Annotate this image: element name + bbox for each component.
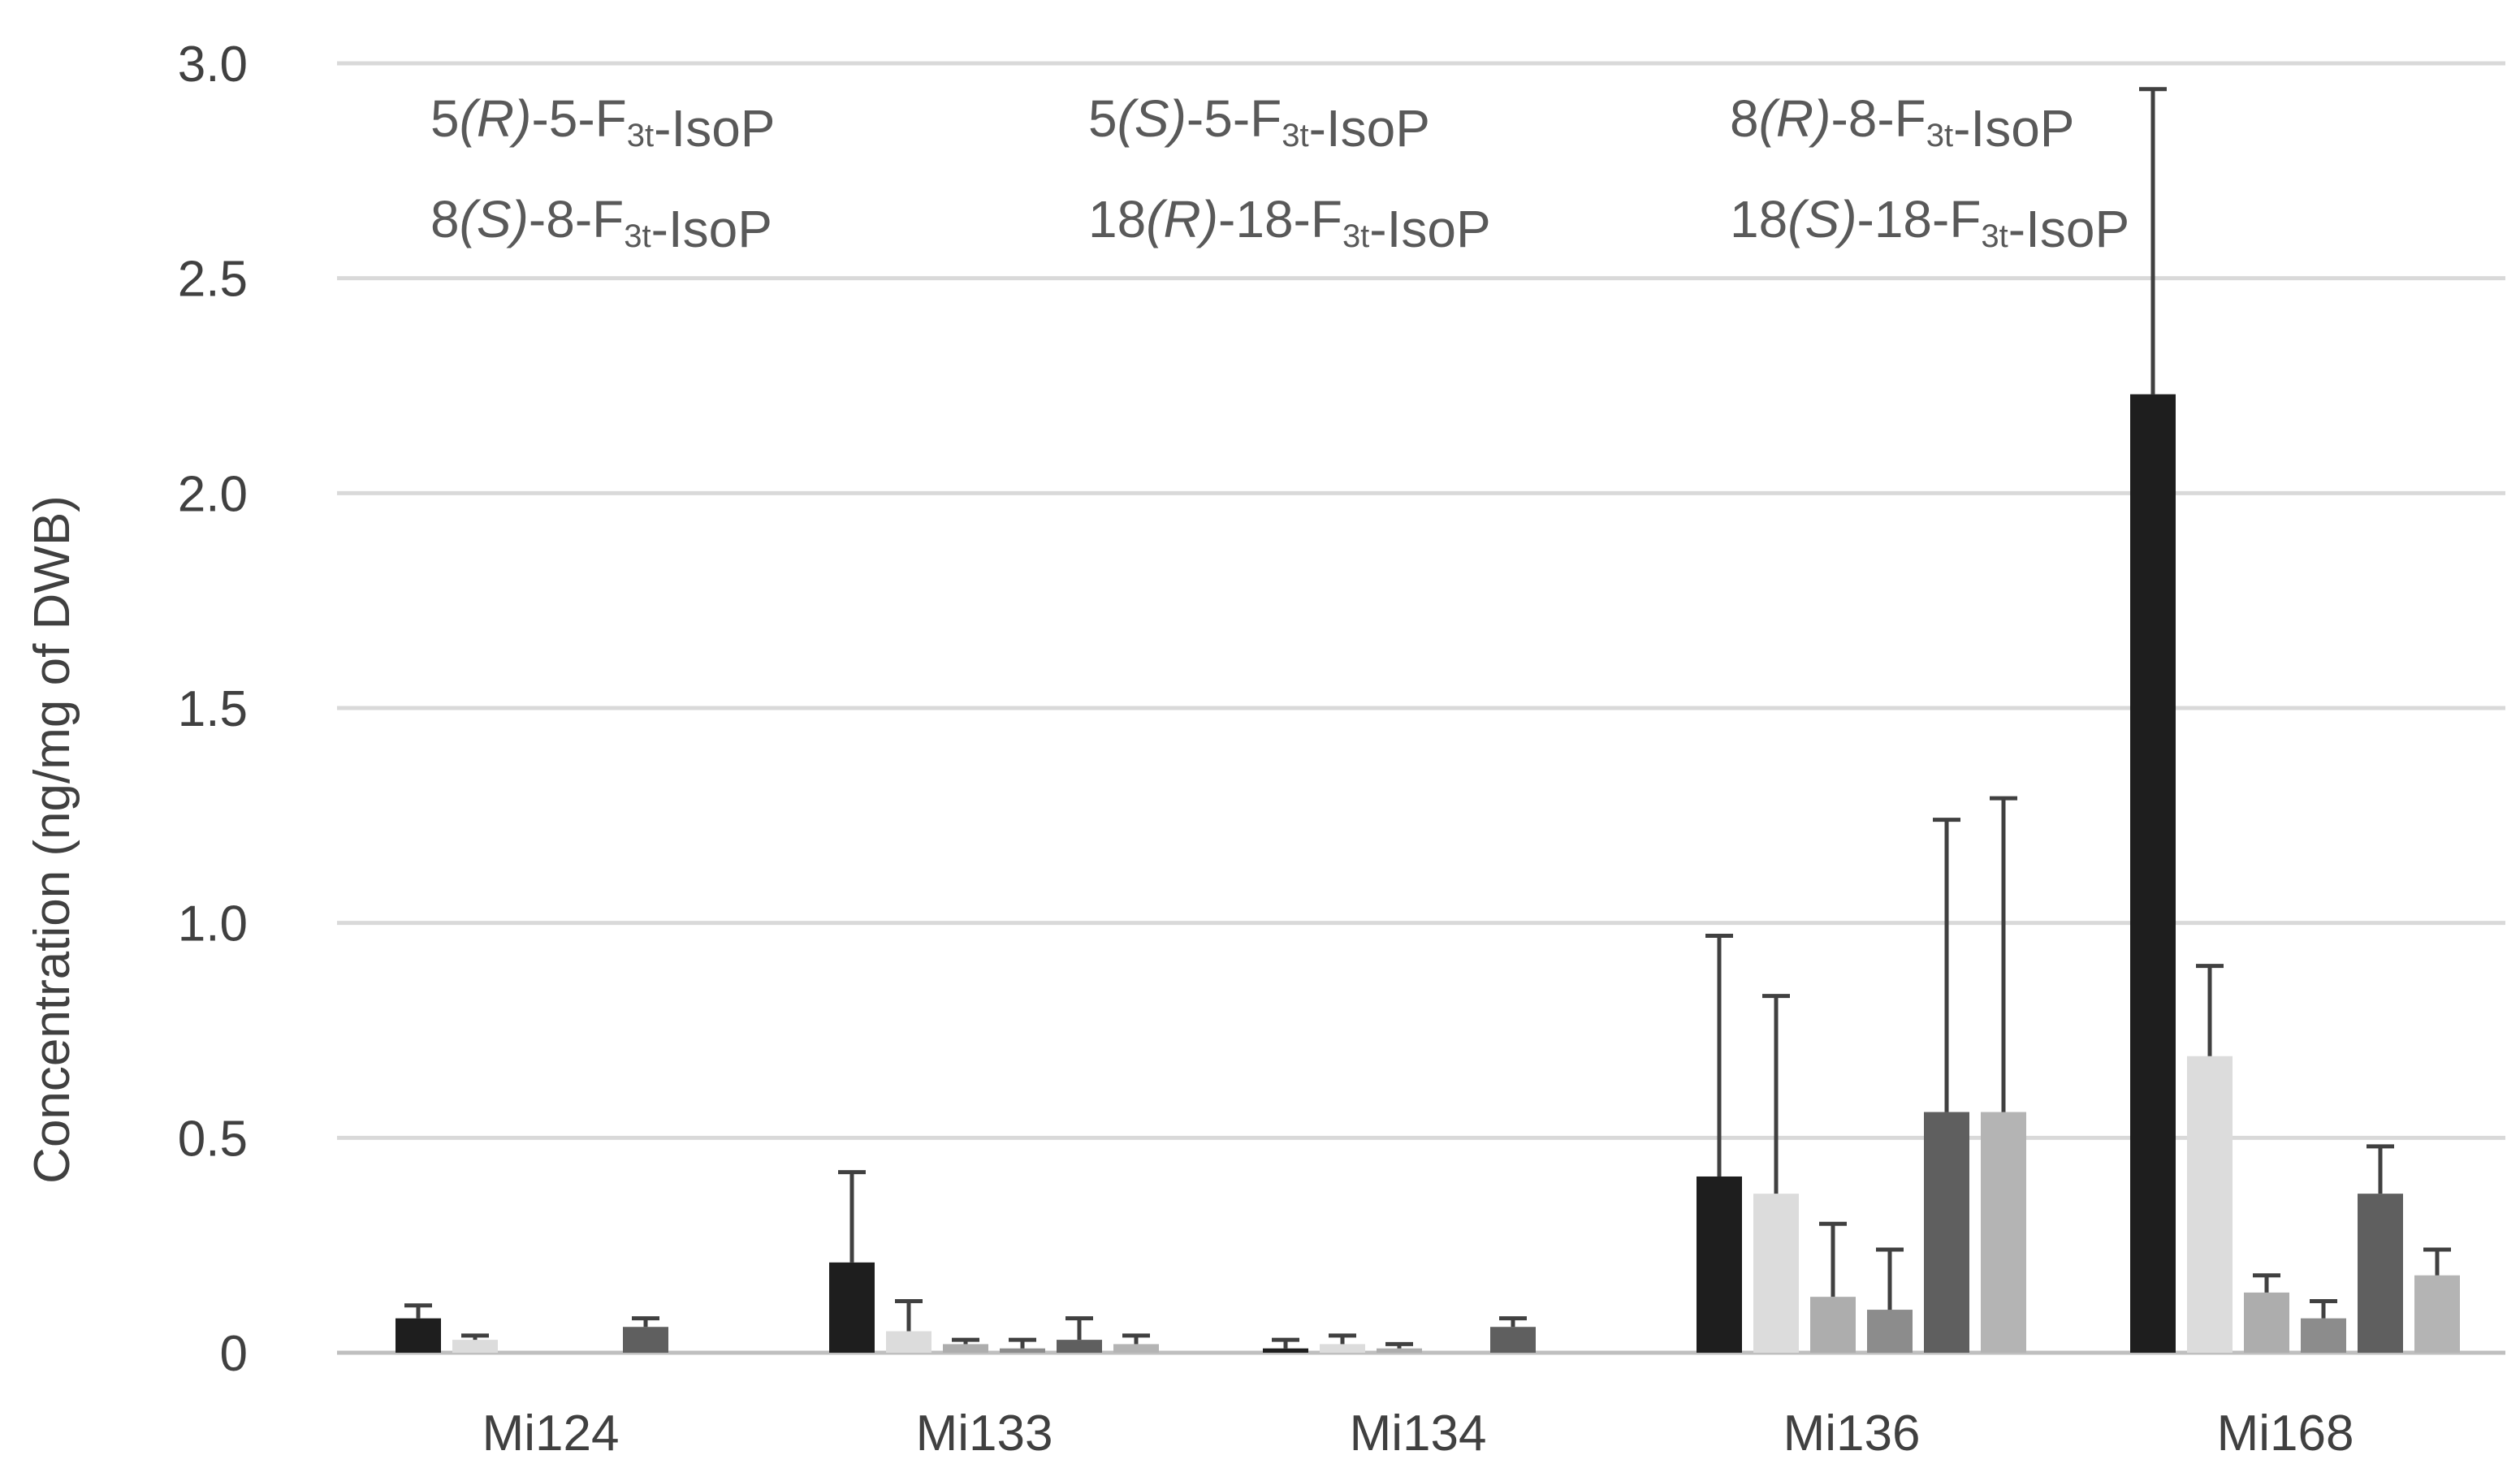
error-bar-mi168-series-5: [2367, 1144, 2394, 1194]
bar-mi136-series-5: [1924, 1112, 1969, 1353]
legend-entry-4: 18(R)-18-F3t-IsoP: [1088, 190, 1491, 258]
bar-mi133-series-6: [1113, 1344, 1159, 1353]
bar-mi136-series-4: [1867, 1310, 1913, 1353]
x-axis-category-labels: Mi124 Mi133 Mi134 Mi136 Mi168: [482, 1405, 2354, 1462]
y-axis-title: Concentration (ng/mg of DWB): [24, 495, 80, 1184]
error-bar-mi134-series-3: [1385, 1341, 1413, 1349]
bar-mi133-series-5: [1057, 1340, 1102, 1353]
y-tick-label: 0: [220, 1326, 248, 1382]
legend-entry-6: 18(S)-18-F3t-IsoP: [1730, 190, 2129, 258]
bar-mi124-series-1: [396, 1318, 441, 1353]
bar-mi136-series-1: [1697, 1176, 1742, 1353]
y-tick-label: 1.5: [178, 681, 248, 737]
error-bar-mi168-series-3: [2253, 1273, 2280, 1293]
x-category-label: Mi124: [482, 1405, 620, 1462]
bar-mi134-series-3: [1377, 1348, 1422, 1353]
bar-mi168-series-4: [2301, 1318, 2346, 1353]
bar-mi168-series-5: [2358, 1194, 2403, 1353]
error-bar-mi133-series-5: [1065, 1316, 1093, 1341]
bars: [396, 394, 2460, 1353]
x-category-label: Mi168: [2217, 1405, 2354, 1462]
error-bar-mi133-series-2: [895, 1298, 923, 1332]
y-tick-label: 2.0: [178, 466, 248, 522]
error-bar-mi124-series-2: [461, 1333, 489, 1341]
error-bars: [404, 87, 2451, 1349]
error-bar-mi133-series-4: [1009, 1337, 1036, 1349]
y-axis-tick-labels: 0 0.5 1.0 1.5 2.0 2.5 3.0: [178, 37, 248, 1382]
bar-mi133-series-4: [1000, 1348, 1045, 1353]
bar-mi168-series-6: [2414, 1275, 2460, 1353]
y-tick-label: 2.5: [178, 252, 248, 308]
error-bar-mi168-series-4: [2310, 1298, 2337, 1319]
error-bar-mi136-series-3: [1819, 1221, 1847, 1297]
bar-mi136-series-3: [1810, 1297, 1856, 1353]
error-bar-mi133-series-1: [838, 1170, 866, 1263]
bar-mi134-series-1: [1263, 1348, 1308, 1353]
error-bar-mi136-series-4: [1876, 1247, 1904, 1310]
error-bar-mi136-series-1: [1705, 934, 1733, 1177]
x-category-label: Mi133: [916, 1405, 1053, 1462]
y-tick-label: 1.0: [178, 896, 248, 952]
legend: 5(R)-5-F3t-IsoP 8(S)-8-F3t-IsoP 5(S)-5-F3t…: [430, 89, 2129, 258]
x-category-label: Mi134: [1350, 1405, 1487, 1462]
error-bar-mi124-series-1: [404, 1303, 432, 1319]
error-bar-mi136-series-5: [1933, 818, 1960, 1112]
bar-mi133-series-1: [829, 1262, 875, 1353]
bar-mi124-series-5: [623, 1327, 668, 1353]
y-tick-label: 0.5: [178, 1111, 248, 1167]
bar-mi124-series-2: [452, 1340, 498, 1353]
x-category-label: Mi136: [1783, 1405, 1921, 1462]
error-bar-mi124-series-5: [632, 1316, 659, 1328]
bar-mi134-series-5: [1490, 1327, 1536, 1353]
bar-mi168-series-2: [2187, 1056, 2233, 1353]
bar-mi136-series-6: [1981, 1112, 2026, 1353]
y-tick-label: 3.0: [178, 37, 248, 93]
bar-mi168-series-3: [2244, 1292, 2289, 1353]
error-bar-mi133-series-6: [1122, 1333, 1150, 1345]
bar-mi136-series-2: [1753, 1194, 1799, 1353]
gridlines: [337, 61, 2505, 1355]
legend-entry-5: 8(R)-8-F3t-IsoP: [1730, 89, 2074, 158]
error-bar-mi168-series-1: [2139, 87, 2167, 395]
error-bar-mi168-series-2: [2196, 964, 2224, 1056]
error-bar-mi168-series-6: [2423, 1247, 2451, 1276]
error-bar-mi136-series-6: [1990, 796, 2017, 1112]
legend-entry-2: 8(S)-8-F3t-IsoP: [430, 190, 772, 258]
bar-mi134-series-2: [1320, 1344, 1365, 1353]
error-bar-mi134-series-2: [1329, 1333, 1356, 1345]
error-bar-mi134-series-1: [1272, 1337, 1299, 1349]
legend-entry-3: 5(S)-5-F3t-IsoP: [1088, 89, 1430, 158]
error-bar-mi134-series-5: [1499, 1316, 1527, 1328]
bar-mi133-series-3: [943, 1344, 988, 1353]
bar-mi133-series-2: [886, 1331, 931, 1353]
bar-mi168-series-1: [2130, 394, 2176, 1353]
legend-entry-1: 5(R)-5-F3t-IsoP: [430, 89, 775, 158]
error-bar-mi136-series-2: [1762, 994, 1790, 1194]
error-bar-mi133-series-3: [952, 1337, 979, 1345]
